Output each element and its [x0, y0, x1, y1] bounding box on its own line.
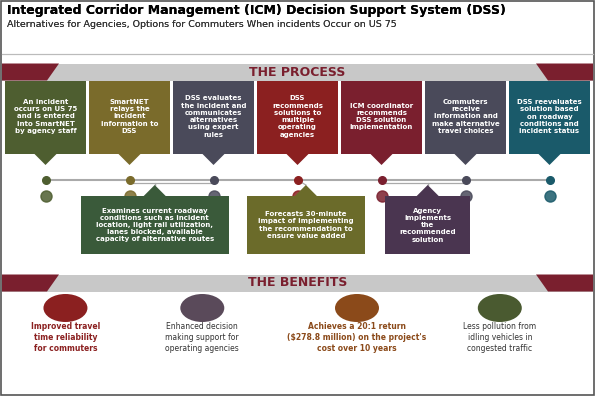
- Polygon shape: [536, 274, 593, 291]
- FancyBboxPatch shape: [173, 79, 254, 154]
- Ellipse shape: [335, 294, 379, 322]
- Polygon shape: [118, 154, 140, 165]
- Polygon shape: [287, 154, 308, 165]
- Text: Examines current roadway
conditions such as incident
location, light rail utiliz: Examines current roadway conditions such…: [96, 208, 214, 242]
- FancyBboxPatch shape: [81, 196, 228, 254]
- FancyBboxPatch shape: [509, 79, 590, 154]
- Ellipse shape: [478, 294, 522, 322]
- Polygon shape: [144, 185, 165, 196]
- Polygon shape: [455, 154, 477, 165]
- Polygon shape: [2, 274, 59, 291]
- Polygon shape: [371, 154, 393, 165]
- Text: DSS evaluates
the incident and
communicates
alternatives
using expert
rules: DSS evaluates the incident and communica…: [181, 95, 246, 138]
- Ellipse shape: [43, 294, 87, 322]
- FancyBboxPatch shape: [257, 79, 338, 154]
- FancyBboxPatch shape: [2, 63, 593, 80]
- Text: Less pollution from
idling vehicles in
congested traffic: Less pollution from idling vehicles in c…: [464, 322, 536, 353]
- Text: Agency
implements
the
recommended
solution: Agency implements the recommended soluti…: [399, 208, 456, 242]
- Text: An incident
occurs on US 75
and is entered
into SmartNET
by agency staff: An incident occurs on US 75 and is enter…: [14, 99, 77, 134]
- Text: THE BENEFITS: THE BENEFITS: [248, 276, 347, 289]
- Text: Commuters
receive
information and
make alternative
travel choices: Commuters receive information and make a…: [431, 99, 499, 134]
- FancyBboxPatch shape: [89, 79, 170, 154]
- Text: Alternatives for Agencies, Options for Commuters When incidents Occur on US 75: Alternatives for Agencies, Options for C…: [7, 20, 397, 29]
- FancyBboxPatch shape: [385, 196, 470, 254]
- FancyBboxPatch shape: [425, 79, 506, 154]
- FancyBboxPatch shape: [2, 2, 593, 53]
- Text: Alternatives for Agencies, Options for Commuters When incidents Occur on US 75: Alternatives for Agencies, Options for C…: [7, 20, 397, 29]
- FancyBboxPatch shape: [341, 79, 422, 154]
- Polygon shape: [202, 154, 224, 165]
- Polygon shape: [536, 63, 593, 80]
- Text: Enhanced decision
making support for
operating agencies: Enhanced decision making support for ope…: [165, 322, 239, 353]
- Text: Integrated Corridor Management (ICM) Decision Support System (DSS): Integrated Corridor Management (ICM) Dec…: [7, 4, 506, 17]
- Text: DSS
recommends
solutions to
multiple
operating
agencies: DSS recommends solutions to multiple ope…: [272, 95, 323, 138]
- Text: DSS reevaluates
solution based
on roadway
conditions and
incident status: DSS reevaluates solution based on roadwa…: [517, 99, 582, 134]
- Polygon shape: [538, 154, 560, 165]
- Text: ICM coordinator
recommends
DSS solution
implementation: ICM coordinator recommends DSS solution …: [350, 103, 413, 130]
- Polygon shape: [2, 63, 59, 80]
- Text: THE PROCESS: THE PROCESS: [249, 65, 346, 78]
- Ellipse shape: [180, 294, 224, 322]
- Polygon shape: [295, 185, 317, 196]
- Text: SmartNET
relays the
incident
information to
DSS: SmartNET relays the incident information…: [101, 99, 158, 134]
- FancyBboxPatch shape: [2, 274, 593, 291]
- Polygon shape: [35, 154, 57, 165]
- Polygon shape: [416, 185, 439, 196]
- Text: Achieves a 20:1 return
($278.8 million) on the project's
cost over 10 years: Achieves a 20:1 return ($278.8 million) …: [287, 322, 427, 353]
- Text: Integrated Corridor Management (ICM) Decision Support System (DSS): Integrated Corridor Management (ICM) Dec…: [7, 4, 506, 17]
- FancyBboxPatch shape: [247, 196, 365, 254]
- Text: Improved travel
time reliability
for commuters: Improved travel time reliability for com…: [31, 322, 100, 353]
- Text: Forecasts 30-minute
impact of implementing
the recommendation to
ensure value ad: Forecasts 30-minute impact of implementi…: [258, 211, 353, 239]
- FancyBboxPatch shape: [5, 79, 86, 154]
